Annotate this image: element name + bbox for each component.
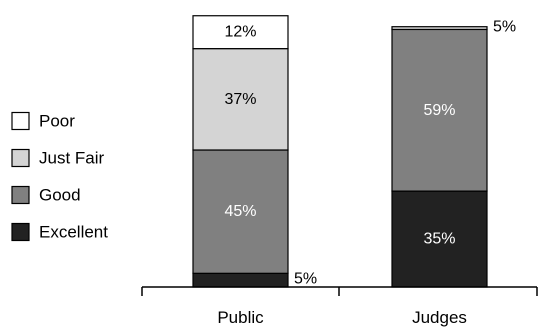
bar-public-good <box>192 149 289 274</box>
x-axis: Public Judges <box>141 286 538 327</box>
legend-swatch-poor <box>11 111 30 131</box>
legend-label-poor: Poor <box>39 112 75 131</box>
bar-judges-just-fair <box>391 26 488 31</box>
bars-layer <box>192 15 488 288</box>
data-label-judges-just-fair: 5% <box>493 19 516 36</box>
legend-label-just-fair: Just Fair <box>39 149 105 168</box>
x-tick-label-public: Public <box>217 308 264 327</box>
x-tick-label-judges: Judges <box>412 308 467 327</box>
data-label-public-poor: 12% <box>224 24 256 41</box>
data-label-judges-good: 59% <box>423 102 455 119</box>
bar-public-excellent <box>192 272 289 288</box>
legend-label-excellent: Excellent <box>39 223 108 242</box>
legend-swatch-just-fair <box>11 148 30 168</box>
legend-label-good: Good <box>39 186 81 205</box>
bar-public-poor <box>192 15 289 50</box>
legend: Poor Just Fair Good Excellent <box>11 111 108 242</box>
data-label-public-good: 45% <box>224 203 256 220</box>
legend-swatch-good <box>11 185 30 205</box>
bar-judges-good <box>391 28 488 192</box>
data-label-judges-excellent: 35% <box>423 231 455 248</box>
data-label-public-excellent: 5% <box>294 271 317 288</box>
labels-layer: 5% 45% 37% 12% 35% 59% 5% <box>224 19 516 288</box>
data-label-public-just-fair: 37% <box>224 91 256 108</box>
legend-swatch-excellent <box>11 222 30 242</box>
